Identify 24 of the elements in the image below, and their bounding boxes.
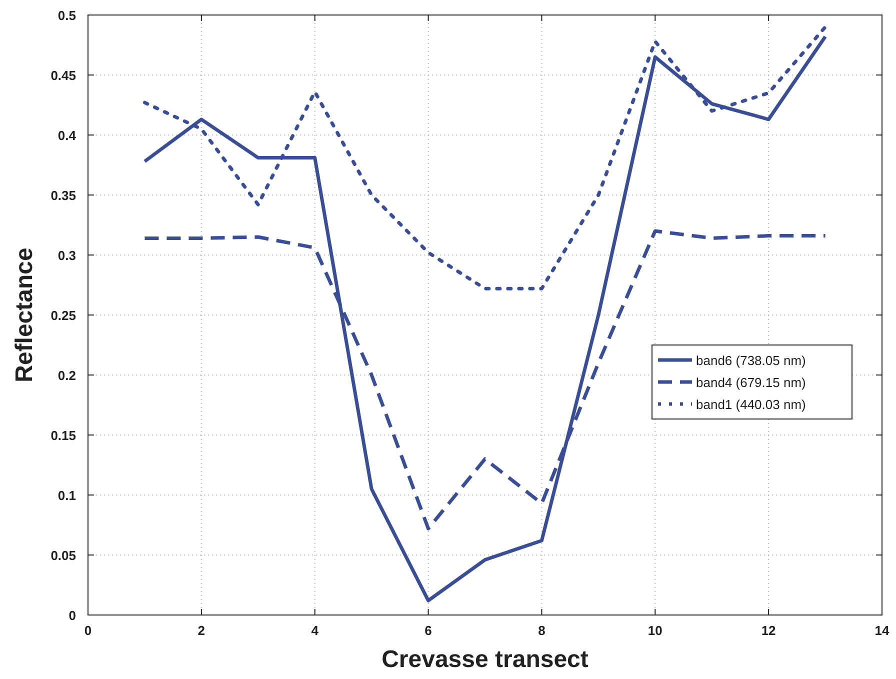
legend-label: band1 (440.03 nm) [696,397,806,412]
y-tick-label: 0.3 [58,248,76,263]
x-tick-label: 2 [198,623,206,638]
y-tick-label: 0.25 [50,308,76,323]
y-axis-title: Reflectance [11,248,38,382]
y-tick-label: 0.15 [50,428,76,443]
y-tick-label: 0 [68,608,76,623]
x-tick-label: 4 [311,623,320,638]
y-tick-label: 0.45 [50,68,76,83]
legend-label: band4 (679.15 nm) [696,375,806,390]
y-tick-label: 0.2 [58,368,76,383]
y-tick-label: 0.5 [58,8,76,23]
legend-label: band6 (738.05 nm) [696,353,806,368]
x-tick-label: 8 [538,623,546,638]
y-tick-label: 0.35 [50,188,76,203]
x-tick-label: 14 [874,623,890,638]
x-tick-label: 10 [648,623,662,638]
x-tick-label: 6 [424,623,432,638]
x-tick-label: 0 [84,623,92,638]
y-tick-label: 0.4 [58,128,77,143]
x-axis-title: Crevasse transect [382,646,588,673]
x-tick-label: 12 [761,623,776,638]
y-tick-label: 0.05 [50,548,76,563]
y-tick-label: 0.1 [58,488,76,503]
